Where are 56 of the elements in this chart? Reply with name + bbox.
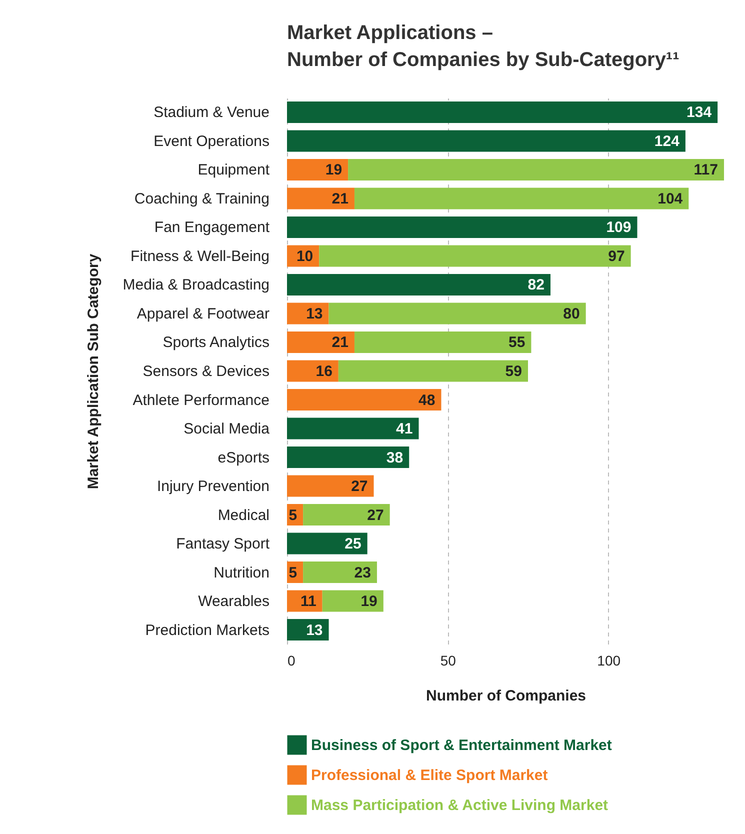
legend-label: Business of Sport & Entertainment Market [311,737,612,754]
data-label: 97 [608,248,625,265]
legend-label: Professional & Elite Sport Market [311,767,548,784]
data-label: 21 [332,334,348,352]
data-label: 55 [508,334,526,352]
x-tick-label: 100 [597,652,621,668]
y-tick-label: Fitness & Well-Being [130,248,270,265]
data-label: 16 [316,363,332,380]
x-tick-label: 50 [440,652,456,668]
data-label: 5 [288,564,298,582]
data-label: 104 [658,190,684,208]
data-label: 27 [351,478,368,496]
legend-label: Mass Participation & Active Living Market [311,797,608,814]
y-tick-label: Athlete Performance [132,392,270,409]
y-tick-label: Coaching & Training [134,190,270,208]
data-label: 80 [563,305,580,322]
y-tick-label: Injury Prevention [156,478,270,496]
y-tick-label: Stadium & Venue [154,104,270,122]
y-tick-label: Sports Analytics [162,334,270,352]
y-axis-title: Market Application Sub Category [84,253,102,490]
data-label: 48 [418,392,436,409]
data-label: 38 [386,449,404,466]
y-tick-label: Sensors & Devices [142,363,270,380]
y-tick-label: Nutrition [214,564,270,582]
chart-title: Market Applications – Number of Companies by Sub-Category¹¹ [287,22,680,71]
data-label: 19 [360,593,378,610]
y-tick-label: Fan Engagement [154,219,270,236]
y-tick-label: Medical [218,506,270,524]
data-label: 23 [354,564,371,582]
y-tick-label: Wearables [198,593,270,610]
data-label: 13 [306,305,323,322]
y-tick-label: eSports [218,449,270,466]
data-label: 27 [367,506,384,524]
data-label: 109 [606,219,632,236]
y-tick-label: Event Operations [154,132,270,150]
data-label: 41 [396,420,413,438]
y-tick-label: Prediction Markets [145,622,270,639]
data-label: 19 [325,162,342,179]
data-label: 11 [300,593,316,610]
y-tick-label: Media & Broadcasting [122,276,270,294]
data-label: 124 [654,132,680,150]
x-tick-label: 0 [288,652,296,668]
data-label: 82 [528,276,544,294]
y-tick-label: Fantasy Sport [176,536,270,553]
data-label: 10 [296,248,314,265]
data-label: 21 [332,190,348,208]
x-axis-title: Number of Companies [426,688,586,704]
data-label: 13 [306,622,323,639]
y-tick-label: Social Media [184,420,270,438]
data-label: 134 [686,104,712,122]
y-tick-label: Apparel & Footwear [136,305,270,322]
data-label: 59 [505,363,522,380]
y-tick-label: Equipment [198,162,270,179]
data-label: 5 [288,506,298,524]
data-label: 25 [344,536,362,553]
data-label: 117 [694,162,718,179]
